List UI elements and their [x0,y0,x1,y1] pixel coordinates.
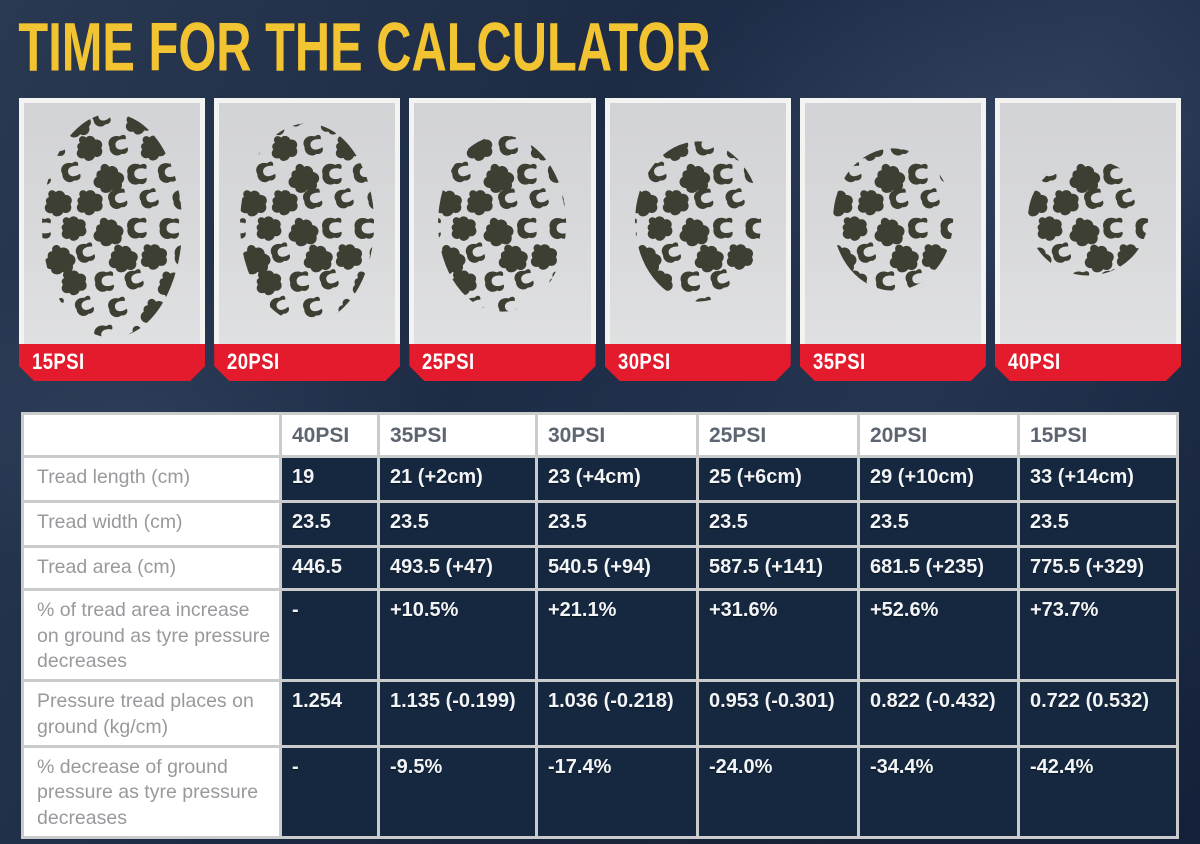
cell-value: 0.953 (-0.301) [699,682,857,745]
column-header-15psi: 15PSI [1020,415,1176,455]
corner-cell [24,415,279,455]
cell-value: 23.5 [380,503,535,545]
cell-value: 19 [282,458,377,500]
tread-card-20psi: 20PSI [214,98,401,381]
tread-print-photo [799,98,986,344]
tread-card-15psi: 15PSI [19,98,206,381]
tire-tread-print-icon [240,123,375,324]
tread-card-25psi: 25PSI [409,98,596,381]
cell-value: 0.822 (-0.432) [860,682,1017,745]
tread-card-30psi: 30PSI [604,98,791,381]
psi-label: 15PSI [32,350,85,374]
psi-label: 25PSI [422,350,475,374]
cell-value: -9.5% [380,747,535,836]
cell-value: 23 (+4cm) [538,458,696,500]
row-label: % decrease of ground pressure as tyre pr… [24,747,279,836]
table-row-tread-width: Tread width (cm) 23.5 23.5 23.5 23.5 23.… [24,503,1176,545]
cell-value: 540.5 (+94) [538,548,696,588]
psi-banner: 25PSI [409,344,595,381]
psi-label: 35PSI [812,350,866,374]
psi-label: 20PSI [227,350,280,374]
table-row-tread-length: Tread length (cm) 19 21 (+2cm) 23 (+4cm)… [24,458,1176,500]
tire-tread-print-icon [634,141,761,302]
cell-value: 446.5 [282,548,377,588]
column-header-30psi: 30PSI [538,415,696,455]
tread-card-strip: 15PSI 20PSI 25PSI 30PSI [0,98,1200,381]
tread-print-photo [19,98,206,344]
psi-label: 40PSI [1007,350,1061,374]
table-row-area-increase-pct: % of tread area increase on ground as ty… [24,591,1176,680]
tire-tread-print-icon [1027,159,1149,276]
tire-tread-print-icon [832,148,953,291]
cell-value: 23.5 [699,503,857,545]
table-row-pressure-decrease-pct: % decrease of ground pressure as tyre pr… [24,747,1176,836]
cell-value: - [282,747,377,836]
row-label: Tread length (cm) [24,458,279,500]
tire-tread-print-icon [438,135,567,312]
header-row: 40PSI 35PSI 30PSI 25PSI 20PSI 15PSI [24,415,1176,455]
cell-value: +21.1% [538,591,696,680]
tread-card-40psi: 40PSI [994,98,1182,381]
column-header-40psi: 40PSI [282,415,377,455]
cell-value: 23.5 [860,503,1017,545]
psi-banner: 35PSI [800,344,986,381]
column-header-35psi: 35PSI [380,415,535,455]
pressure-data-table: 40PSI 35PSI 30PSI 25PSI 20PSI 15PSI Trea… [21,412,1179,839]
cell-value: +10.5% [380,591,535,680]
cell-value: +73.7% [1020,591,1176,680]
column-header-25psi: 25PSI [699,415,857,455]
cell-value: 25 (+6cm) [699,458,857,500]
row-label: Tread width (cm) [24,503,279,545]
cell-value: 1.254 [282,682,377,745]
cell-value: +31.6% [699,591,857,680]
table-row-ground-pressure: Pressure tread places on ground (kg/cm) … [24,682,1176,745]
psi-banner: 15PSI [19,344,205,381]
tread-print-photo [409,98,596,344]
column-header-20psi: 20PSI [860,415,1017,455]
cell-value: 33 (+14cm) [1020,458,1176,500]
cell-value: 23.5 [282,503,377,545]
psi-banner: 20PSI [214,344,400,381]
cell-value: 775.5 (+329) [1020,548,1176,588]
row-label: Tread area (cm) [24,548,279,588]
cell-value: 1.036 (-0.218) [538,682,696,745]
cell-value: 681.5 (+235) [860,548,1017,588]
tire-tread-print-icon [42,113,183,338]
cell-value: 587.5 (+141) [699,548,857,588]
cell-value: -42.4% [1020,747,1176,836]
tread-print-photo [604,98,791,344]
tread-card-35psi: 35PSI [799,98,986,381]
row-label: Pressure tread places on ground (kg/cm) [24,682,279,745]
cell-value: 23.5 [1020,503,1176,545]
cell-value: 29 (+10cm) [860,458,1017,500]
cell-value: -17.4% [538,747,696,836]
psi-banner: 30PSI [605,344,791,381]
cell-value: 0.722 (0.532) [1020,682,1176,745]
cell-value: 493.5 (+47) [380,548,535,588]
page-title: TIME FOR THE CALCULATOR [18,8,711,86]
psi-label: 30PSI [617,350,671,374]
cell-value: -34.4% [860,747,1017,836]
cell-value: 21 (+2cm) [380,458,535,500]
tread-print-photo [214,98,401,344]
cell-value: -24.0% [699,747,857,836]
psi-banner: 40PSI [995,344,1181,381]
cell-value: 1.135 (-0.199) [380,682,535,745]
cell-value: - [282,591,377,680]
tread-print-photo [994,98,1182,344]
row-label: % of tread area increase on ground as ty… [24,591,279,680]
cell-value: +52.6% [860,591,1017,680]
cell-value: 23.5 [538,503,696,545]
table-row-tread-area: Tread area (cm) 446.5 493.5 (+47) 540.5 … [24,548,1176,588]
